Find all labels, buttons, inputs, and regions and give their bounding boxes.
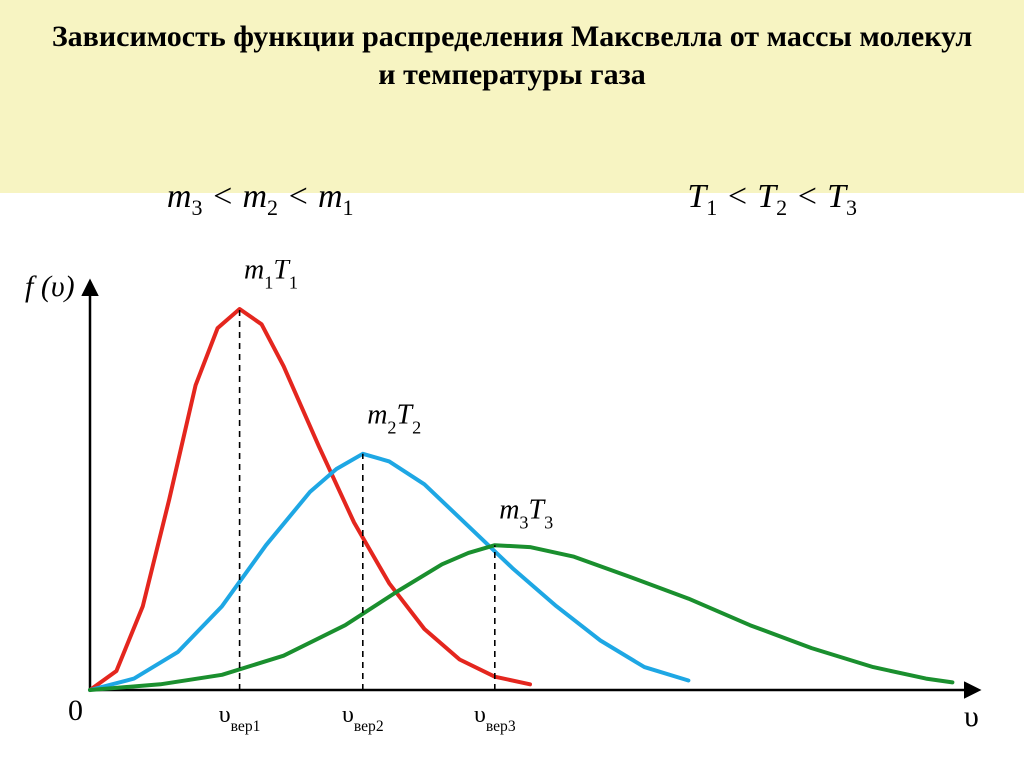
origin-label: 0 — [68, 694, 83, 727]
x-tick-1: υвер1 — [219, 702, 261, 735]
x-tick-3: υвер3 — [474, 702, 516, 735]
curve2 — [90, 454, 688, 690]
maxwell-chart: m1T1 m2T2 m3T3 υвер1 υвер2 υвер3 f (υ) υ 0 — [0, 260, 1024, 760]
curve2-label: m2T2 — [367, 399, 421, 437]
y-axis-label: f (υ) — [25, 270, 75, 303]
curve3-label: m3T3 — [499, 495, 553, 533]
mass-inequality: m3 < m2 < m1 — [167, 178, 354, 221]
x-axis-label: υ — [964, 700, 979, 733]
curve1-label: m1T1 — [244, 260, 298, 293]
temp-inequality: T1 < T2 < T3 — [687, 178, 857, 221]
header-panel: Зависимость функции распределения Максве… — [0, 0, 1024, 193]
curve3 — [90, 545, 952, 690]
chart-svg: m1T1 m2T2 m3T3 υвер1 υвер2 υвер3 f (υ) υ 0 — [0, 260, 1024, 760]
curve1 — [90, 309, 530, 690]
page-title: Зависимость функции распределения Максве… — [40, 18, 984, 93]
inequality-row: m3 < m2 < m1 T1 < T2 < T3 — [0, 178, 1024, 221]
x-tick-2: υвер2 — [342, 702, 384, 735]
